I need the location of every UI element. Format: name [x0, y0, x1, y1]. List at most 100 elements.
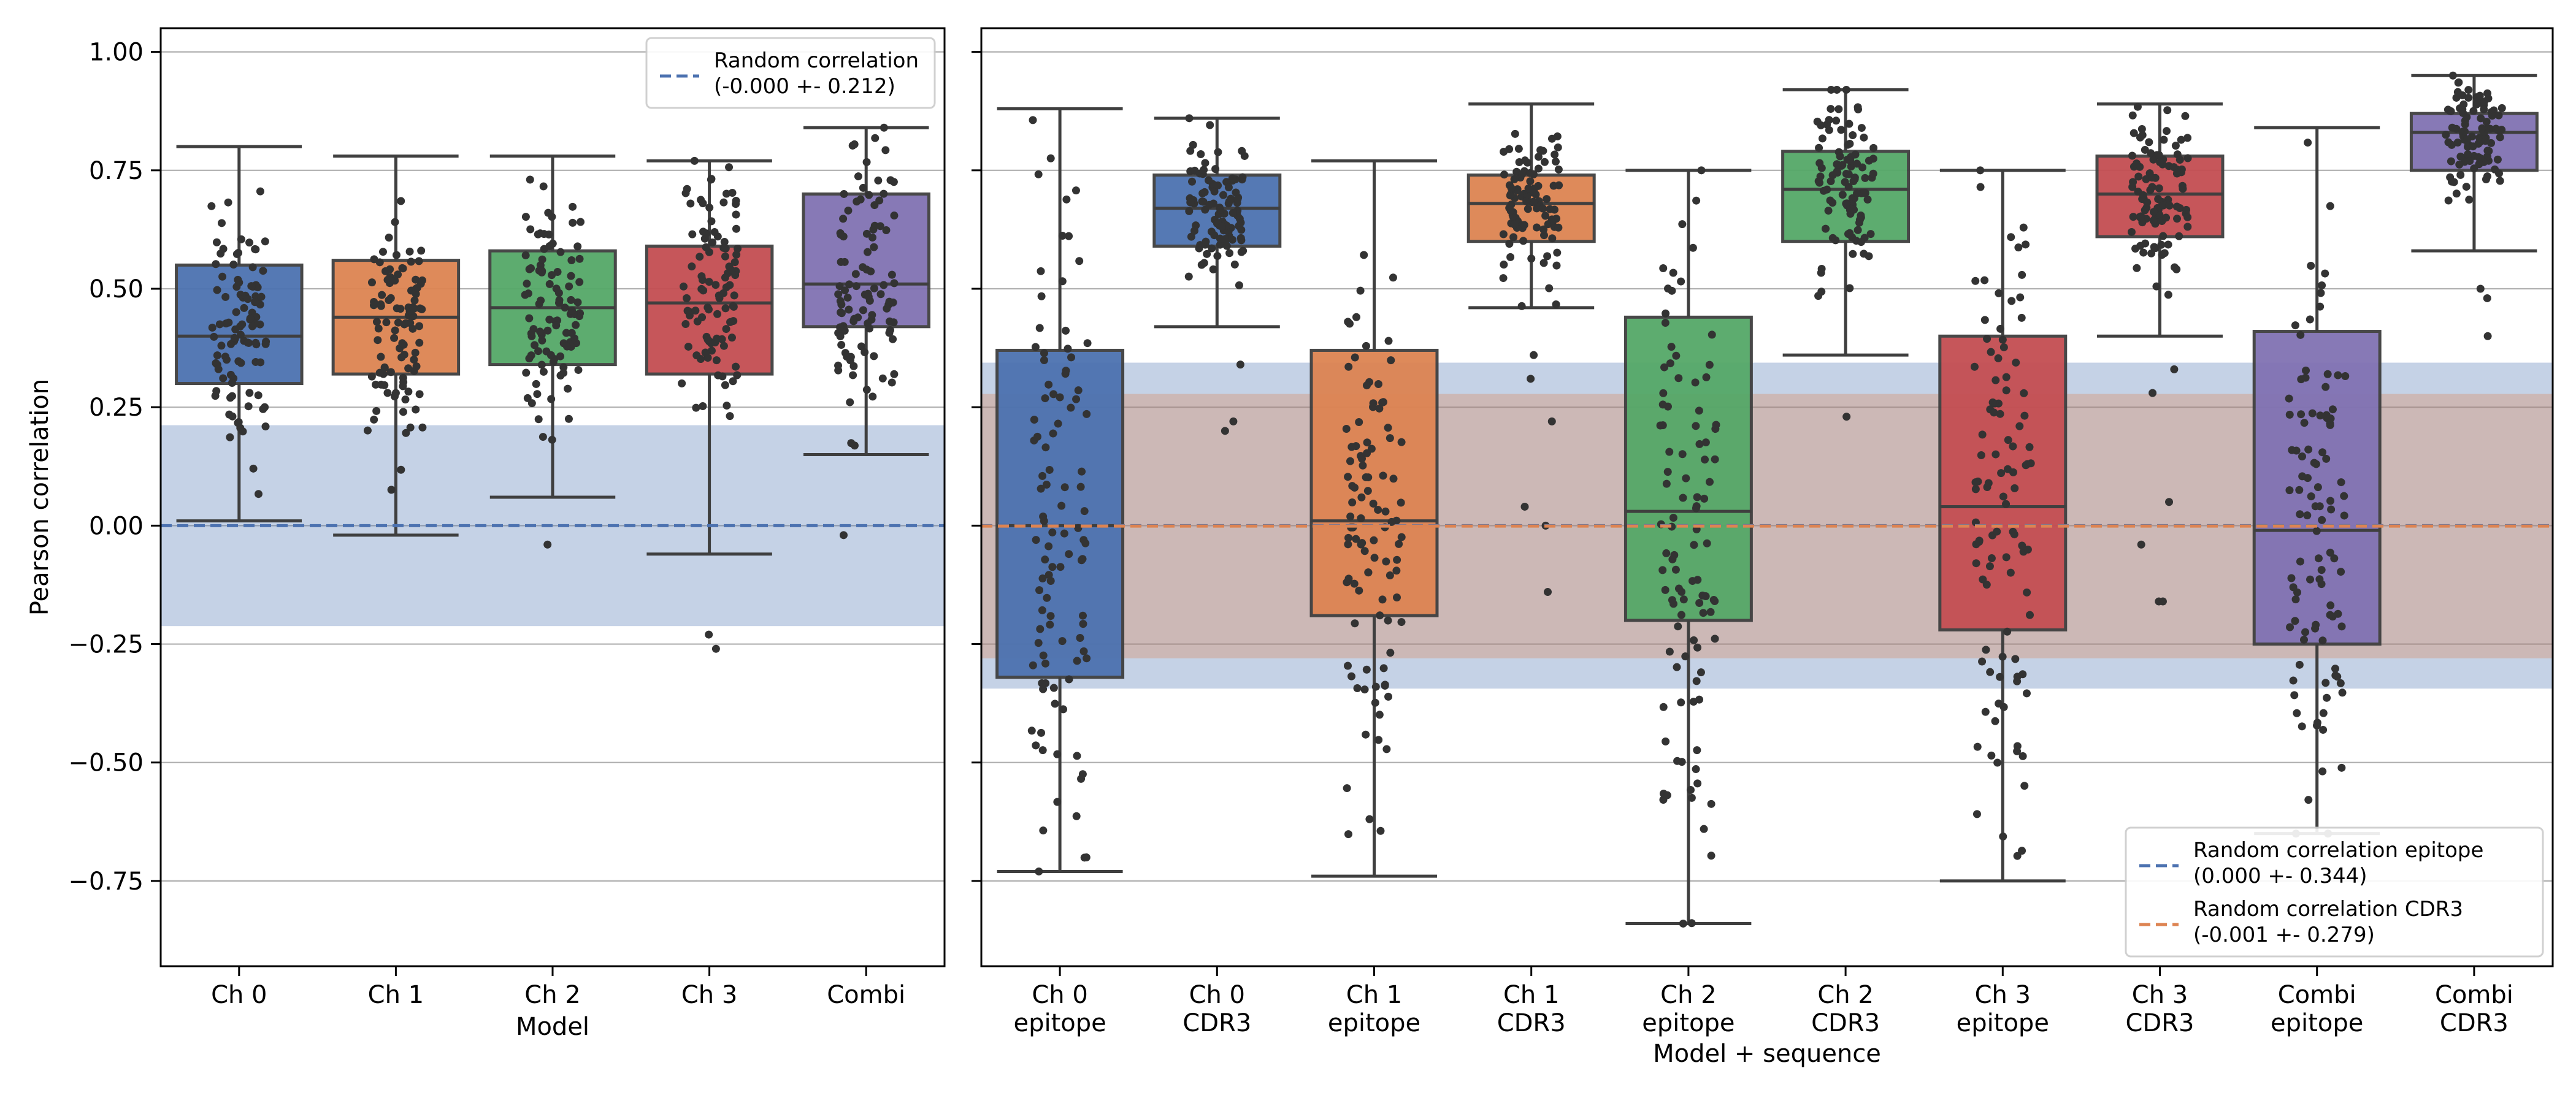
data-point [1074, 524, 1083, 532]
data-point [215, 320, 224, 329]
data-point [680, 282, 688, 291]
data-point [1522, 197, 1531, 205]
data-point [853, 197, 861, 206]
data-point [251, 245, 259, 253]
data-point [1817, 264, 1826, 273]
data-point [1510, 175, 1519, 183]
x-tick-label: Ch 2 epitope [1642, 981, 1735, 1037]
data-point [1344, 362, 1353, 371]
data-point [1981, 707, 1990, 716]
data-point [537, 360, 546, 369]
data-point [882, 226, 891, 235]
data-point [415, 338, 424, 347]
data-point [548, 239, 557, 248]
data-point [1186, 147, 1195, 155]
data-point [552, 321, 561, 330]
data-point [702, 243, 710, 251]
data-point [1045, 380, 1053, 389]
data-point [862, 158, 871, 166]
data-point [398, 339, 407, 348]
data-point [1197, 150, 1205, 158]
data-point [2007, 233, 2015, 242]
data-point [852, 282, 861, 291]
data-point [1663, 468, 1672, 476]
data-point [1861, 174, 1869, 182]
data-point [726, 412, 734, 421]
data-point [1229, 208, 1237, 217]
data-point [383, 276, 392, 284]
data-point [2295, 660, 2304, 669]
data-point [1079, 536, 1088, 544]
data-point [1352, 313, 1360, 321]
x-tick-label: Combi [827, 981, 905, 1009]
data-point [1397, 438, 1406, 446]
x-tick-label: Ch 0 CDR3 [1183, 981, 1251, 1037]
data-point [1357, 514, 1365, 522]
data-point [841, 349, 849, 357]
data-point [1687, 919, 1696, 928]
data-point [556, 248, 565, 256]
data-point [1376, 826, 1385, 835]
data-point [859, 306, 867, 315]
data-point [1987, 751, 1996, 760]
data-point [1389, 475, 1398, 483]
data-point [1514, 145, 1523, 153]
box-6 [1781, 85, 1911, 421]
data-point [217, 219, 226, 227]
outlier-point [1547, 417, 1556, 425]
data-point [387, 486, 396, 494]
data-point [1686, 785, 1695, 794]
outlier-point [2483, 332, 2492, 340]
box-iqr [1623, 315, 1753, 622]
data-point [1375, 404, 1384, 413]
data-point [846, 353, 855, 361]
data-point [2291, 321, 2299, 330]
data-point [867, 267, 875, 276]
data-point [2004, 436, 2012, 444]
data-point [1500, 170, 1508, 179]
box-5 [802, 123, 930, 540]
data-point [2018, 670, 2027, 679]
data-point [845, 280, 854, 289]
data-point [1216, 234, 1224, 243]
data-point [1846, 284, 1854, 292]
data-point [880, 189, 888, 198]
data-point [2145, 138, 2153, 147]
data-point [228, 412, 237, 421]
data-point [721, 273, 729, 282]
data-point [2313, 719, 2321, 727]
data-point [836, 297, 845, 305]
data-point [1539, 259, 1548, 267]
data-point [849, 317, 858, 326]
data-point [2326, 601, 2335, 609]
data-point [1344, 830, 1352, 839]
data-point [1035, 586, 1044, 595]
data-point [535, 300, 543, 308]
data-point [2327, 505, 2336, 514]
data-point [1553, 248, 1562, 257]
data-point [854, 172, 862, 181]
data-point [412, 405, 420, 414]
data-point [1205, 200, 1214, 209]
data-point [243, 338, 252, 347]
data-point [1660, 363, 1669, 372]
data-point [2159, 232, 2168, 240]
data-point [1971, 478, 1980, 487]
data-point [1378, 399, 1387, 407]
data-point [1067, 353, 1076, 362]
data-point [1673, 663, 1681, 671]
data-point [1344, 533, 1352, 542]
data-point [410, 304, 418, 313]
data-point [2340, 511, 2348, 520]
data-point [2133, 264, 2141, 272]
data-point [1530, 185, 1538, 193]
data-point [2318, 516, 2326, 524]
data-point [2323, 370, 2332, 378]
data-point [2009, 527, 2017, 536]
data-point [1834, 105, 1843, 113]
data-point [1350, 579, 1359, 588]
data-point [705, 278, 713, 286]
x-tick-label: Ch 0 [211, 981, 267, 1009]
data-point [2316, 411, 2325, 420]
data-point [1975, 538, 1984, 546]
